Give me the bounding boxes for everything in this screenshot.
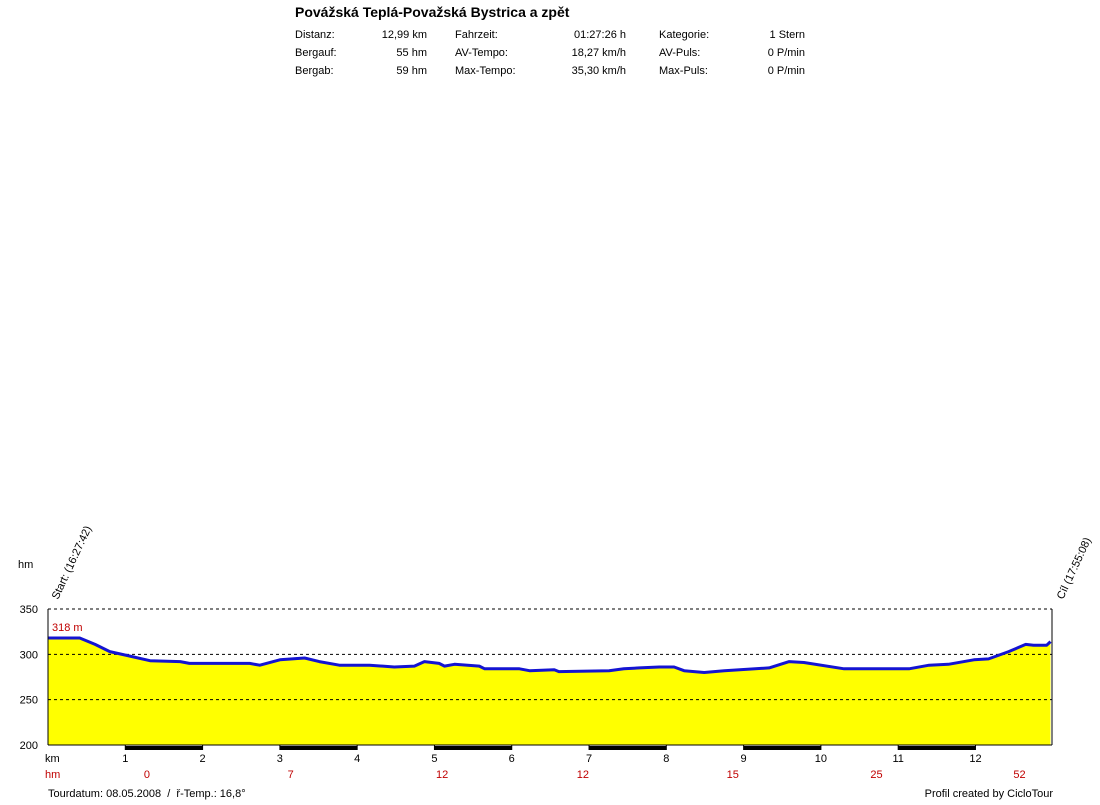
stat-value: 0 P/min <box>768 65 805 77</box>
km-band <box>279 746 358 750</box>
climb-value: 12 <box>577 769 589 781</box>
x-tick-label: 1 <box>122 753 128 765</box>
y-tick-label: 300 <box>20 649 38 661</box>
x-tick-label: 3 <box>277 753 283 765</box>
footer-right: Profil created by CicloTour <box>925 788 1054 800</box>
stat-label: Max-Puls: <box>659 65 708 77</box>
chart-title: Povážská Teplá-Považská Bystrica a zpět <box>295 4 570 20</box>
climb-value: 52 <box>1013 769 1025 781</box>
stat-value: 12,99 km <box>382 29 427 41</box>
x-tick-label: 11 <box>892 753 903 765</box>
y-tick-label: 250 <box>20 695 38 707</box>
x-tick-label: 6 <box>509 753 515 765</box>
km-band <box>589 746 667 750</box>
stat-value: 01:27:26 h <box>574 29 626 41</box>
y-tick-label: 350 <box>20 604 38 616</box>
km-band <box>898 746 976 750</box>
km-band <box>743 746 821 750</box>
x-tick-label: 10 <box>815 753 827 765</box>
stat-label: Fahrzeit: <box>455 29 498 41</box>
area-fill <box>48 638 1051 745</box>
value-label: 318 m <box>52 622 83 634</box>
x-tick-label: 12 <box>969 753 981 765</box>
km-band <box>434 746 512 750</box>
climb-label: hm <box>45 769 60 781</box>
stat-value: 55 hm <box>396 47 427 59</box>
climb-value: 25 <box>870 769 882 781</box>
end-label: Cíl (17:55:08) <box>1055 536 1094 601</box>
stat-value: 35,30 km/h <box>572 65 626 77</box>
stat-label: Distanz: <box>295 29 335 41</box>
x-tick-label: 8 <box>663 753 669 765</box>
footer-left: Tourdatum: 08.05.2008 / ř-Temp.: 16,8° <box>48 788 246 800</box>
x-tick-label: 7 <box>586 753 592 765</box>
x-tick-label: 4 <box>354 753 360 765</box>
y-tick-label: 200 <box>20 740 38 752</box>
stat-label: Max-Tempo: <box>455 65 516 77</box>
start-label: Start: (16:27:42) <box>50 524 94 601</box>
km-band <box>125 746 203 750</box>
stat-value: 18,27 km/h <box>572 47 626 59</box>
x-tick-label: 9 <box>741 753 747 765</box>
stat-value: 59 hm <box>396 65 427 77</box>
x-axis-label: km <box>45 753 60 765</box>
stat-label: Kategorie: <box>659 29 709 41</box>
stat-value: 1 Stern <box>770 29 805 41</box>
stat-label: AV-Puls: <box>659 47 700 59</box>
climb-value: 12 <box>436 769 448 781</box>
y-axis-label: hm <box>18 559 33 571</box>
climb-value: 0 <box>144 769 150 781</box>
stat-label: Bergauf: <box>295 47 337 59</box>
x-tick-label: 5 <box>431 753 437 765</box>
x-tick-label: 2 <box>200 753 206 765</box>
climb-value: 7 <box>288 769 294 781</box>
climb-value: 15 <box>727 769 739 781</box>
stat-value: 0 P/min <box>768 47 805 59</box>
stat-label: AV-Tempo: <box>455 47 508 59</box>
profile-line <box>48 636 1052 674</box>
stat-label: Bergab: <box>295 65 334 77</box>
